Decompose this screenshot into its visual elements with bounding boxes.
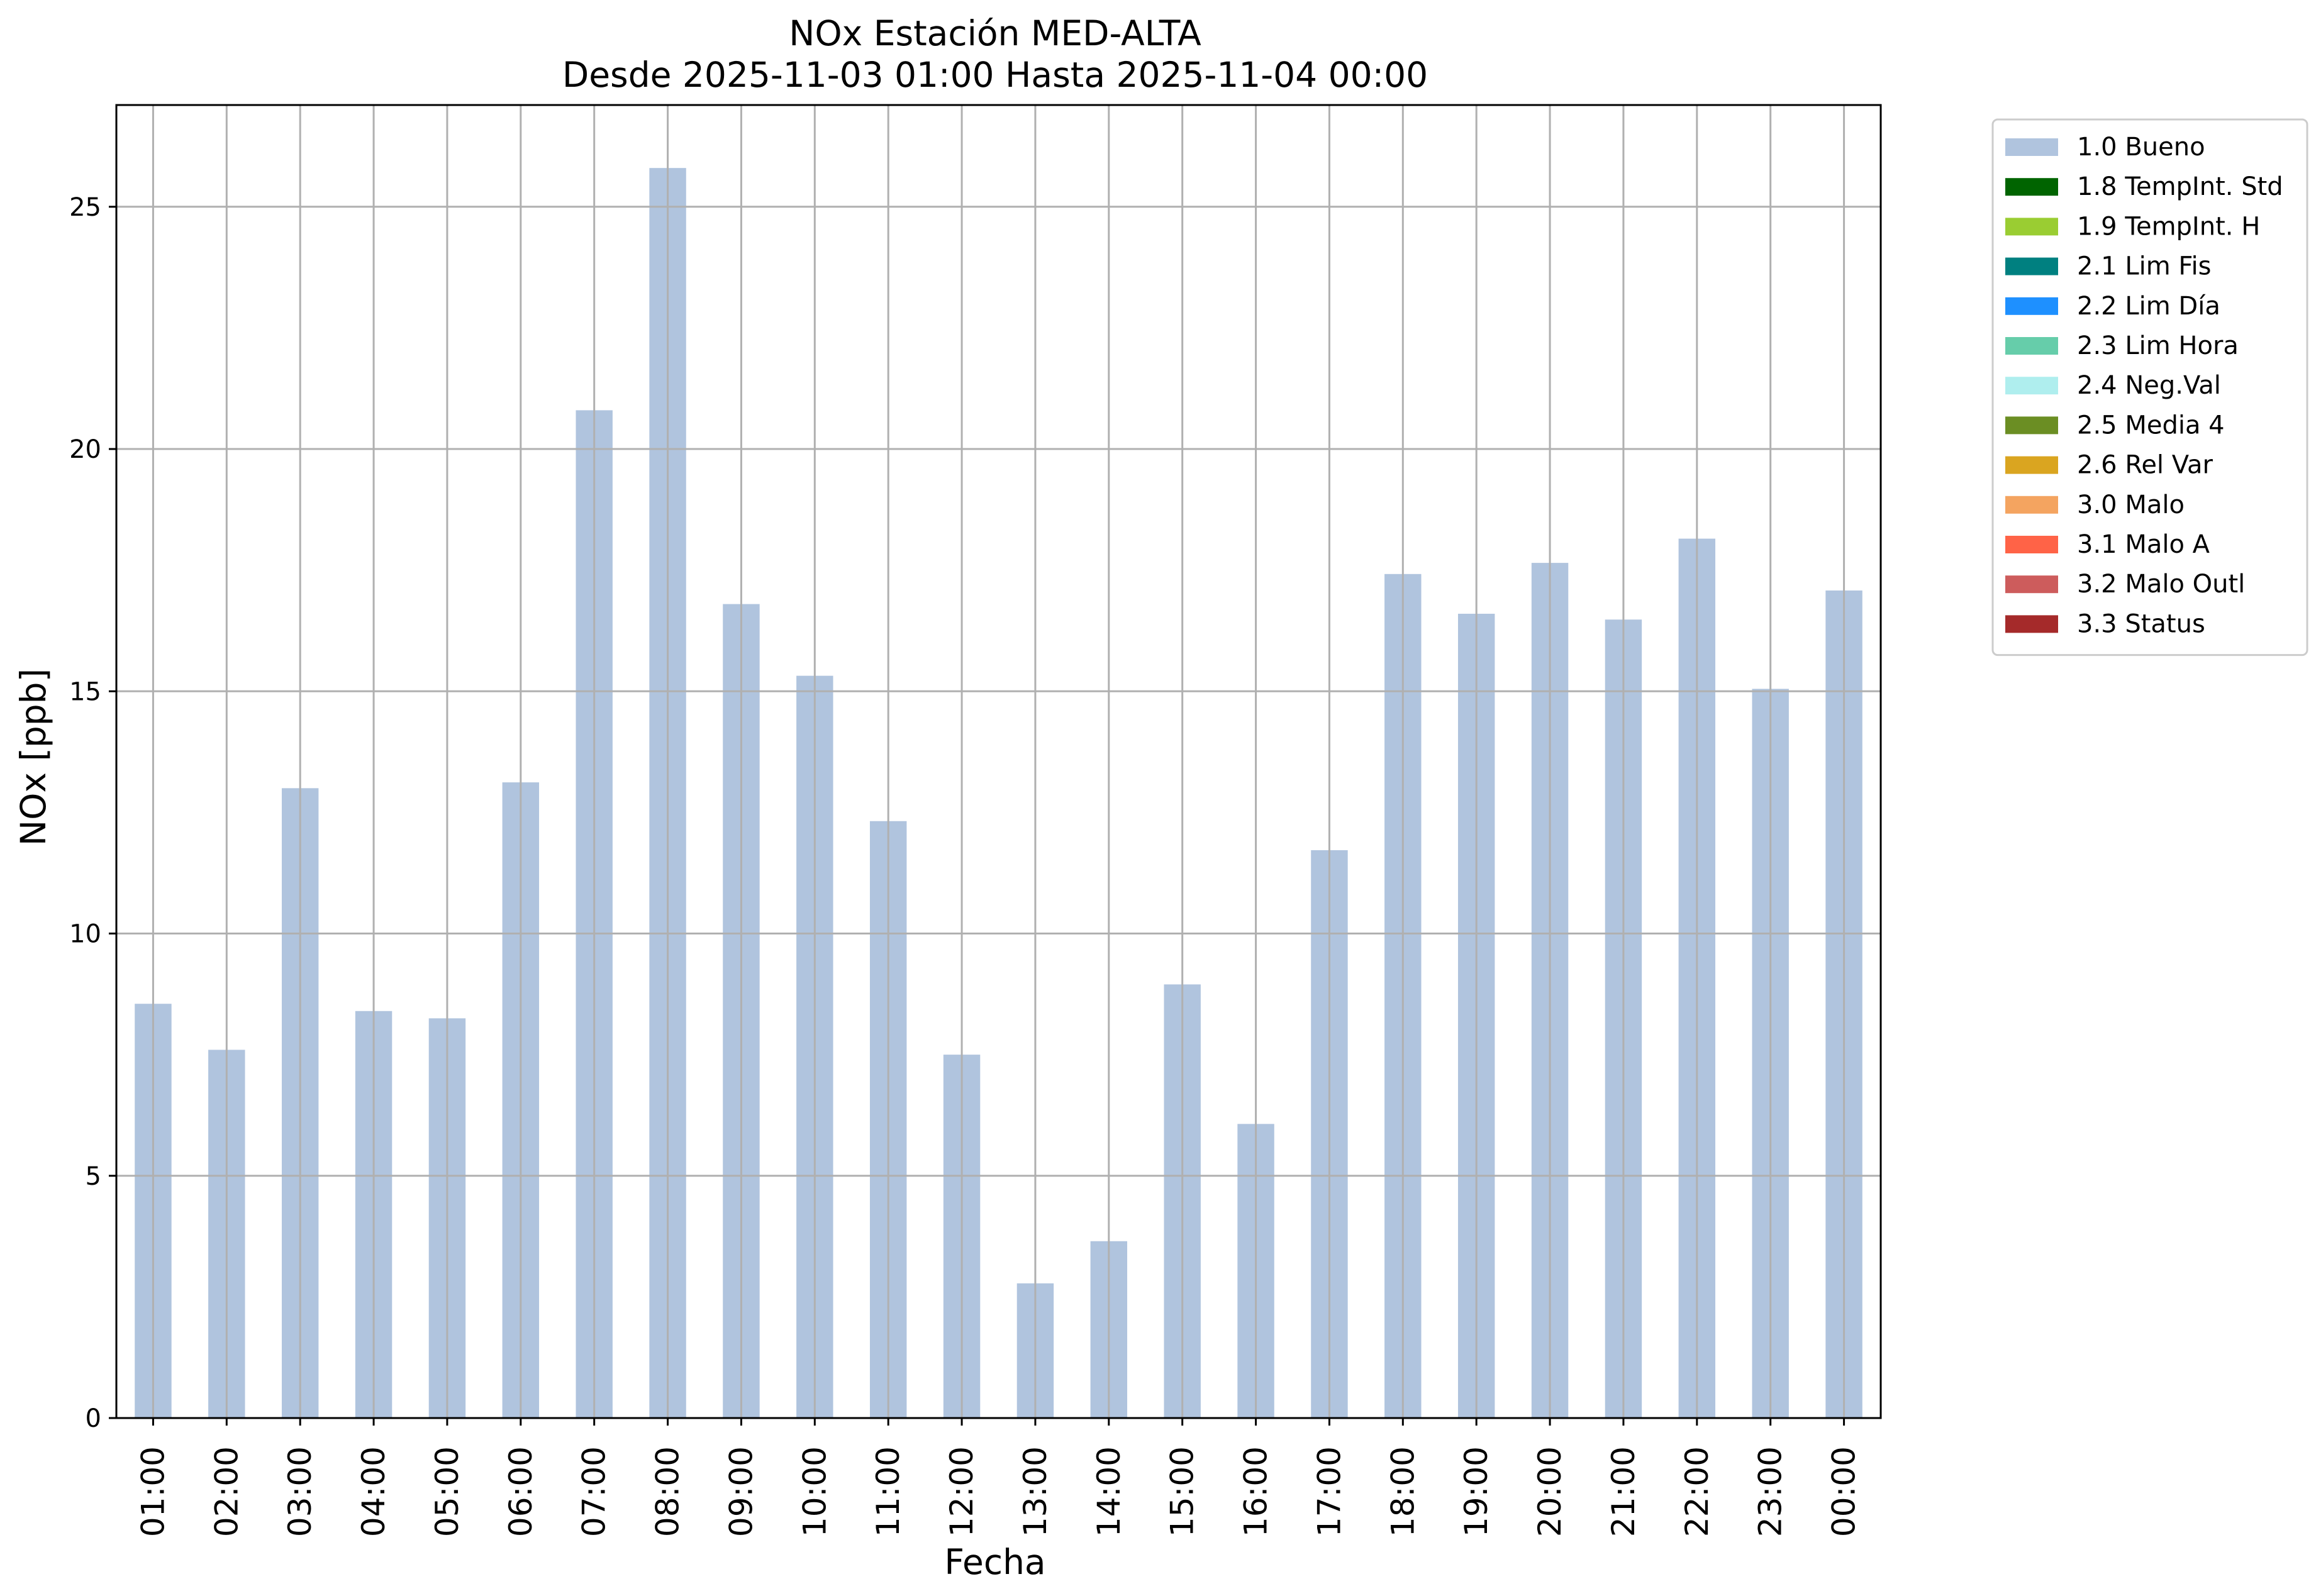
x-tick-label: 06:00	[503, 1446, 539, 1537]
legend: 1.0 Bueno 1.8 TempInt. Std 1.9 TempInt. H 2…	[1991, 118, 2308, 657]
legend-box	[1991, 118, 2308, 657]
x-tick-label: 07:00	[576, 1446, 613, 1537]
legend-label: 3.2 Malo Outl	[2077, 570, 2245, 599]
legend-label: 2.4 Neg.Val	[2077, 371, 2221, 400]
x-tick-label: 19:00	[1458, 1446, 1495, 1537]
x-tick-label: 14:00	[1091, 1446, 1127, 1537]
legend-label: 1.8 TempInt. Std	[2077, 172, 2283, 201]
x-tick-label: 10:00	[796, 1446, 833, 1537]
x-tick-label: 21:00	[1605, 1446, 1642, 1537]
y-tick-label: 20	[69, 435, 101, 464]
legend-swatch	[2005, 536, 2058, 553]
x-tick-label: 04:00	[355, 1446, 392, 1537]
x-tick-label: 02:00	[208, 1446, 245, 1537]
legend-swatch	[2005, 178, 2058, 196]
legend-swatch	[2005, 615, 2058, 633]
legend-swatch	[2005, 337, 2058, 355]
x-tick-label: 12:00	[944, 1446, 980, 1537]
x-tick-label: 11:00	[870, 1446, 906, 1537]
legend-swatch	[2005, 575, 2058, 594]
x-tick-label: 16:00	[1238, 1446, 1274, 1537]
legend-label: 2.2 Lim Día	[2077, 292, 2220, 321]
legend-swatch	[2005, 218, 2058, 236]
x-tick-label: 09:00	[723, 1446, 759, 1537]
y-tick-label: 15	[69, 677, 101, 706]
legend-swatch	[2005, 377, 2058, 395]
legend-label: 1.0 Bueno	[2077, 133, 2205, 162]
x-tick-label: 22:00	[1679, 1446, 1715, 1537]
legend-swatch	[2005, 496, 2058, 514]
legend-label: 2.6 Rel Var	[2077, 451, 2213, 480]
x-tick-label: 08:00	[650, 1446, 686, 1537]
chart-subtitle: Desde 2025-11-03 01:00 Hasta 2025-11-04 …	[562, 55, 1428, 95]
x-tick-label: 20:00	[1532, 1446, 1568, 1537]
x-tick-label: 23:00	[1752, 1446, 1789, 1537]
legend-swatch	[2005, 456, 2058, 474]
x-tick-label: 18:00	[1384, 1446, 1421, 1537]
legend-label: 2.3 Lim Hora	[2077, 331, 2239, 360]
legend-label: 1.9 TempInt. H	[2077, 212, 2260, 241]
x-axis-label: Fecha	[944, 1542, 1045, 1582]
chart-title: NOx Estación MED-ALTA	[789, 13, 1201, 53]
x-tick-label: 15:00	[1164, 1446, 1201, 1537]
y-tick-label: 0	[86, 1404, 101, 1433]
y-tick-label: 25	[69, 193, 101, 222]
legend-label: 3.0 Malo	[2077, 490, 2185, 519]
legend-label: 2.5 Media 4	[2077, 411, 2225, 440]
legend-label: 2.1 Lim Fis	[2077, 252, 2211, 281]
y-tick-label: 5	[86, 1162, 101, 1191]
plot-frame	[115, 104, 1882, 1419]
legend-swatch	[2005, 138, 2058, 156]
x-tick-label: 17:00	[1311, 1446, 1347, 1537]
plot-area: 0 5 10 15 20 25 01:00 02:00 03:00 04:00 05:00 06:00…	[69, 104, 1882, 1537]
legend-swatch	[2005, 257, 2058, 275]
legend-swatch	[2005, 416, 2058, 435]
x-tick-label: 01:00	[135, 1446, 171, 1537]
legend-label: 3.3 Status	[2077, 609, 2205, 638]
x-tick-label: 03:00	[282, 1446, 318, 1537]
legend-swatch	[2005, 297, 2058, 315]
y-axis-label: NOx [ppb]	[13, 668, 53, 846]
y-tick-label: 10	[69, 920, 101, 949]
x-tick-label: 00:00	[1826, 1446, 1862, 1537]
x-tick-label: 13:00	[1017, 1446, 1054, 1537]
x-tick-label: 05:00	[429, 1446, 465, 1537]
legend-label: 3.1 Malo A	[2077, 530, 2210, 559]
